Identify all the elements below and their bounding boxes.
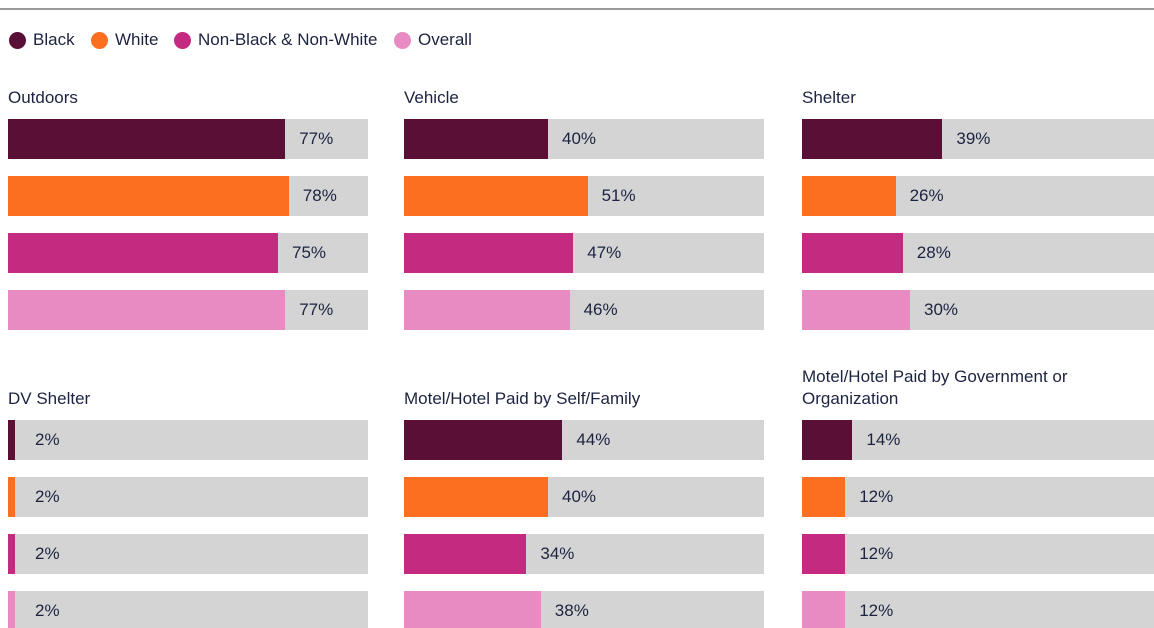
legend-swatch bbox=[9, 32, 26, 49]
panel-title: Motel/Hotel Paid by Self/Family bbox=[404, 389, 641, 408]
value-label: 77% bbox=[299, 129, 334, 148]
bar bbox=[802, 477, 846, 517]
legend-swatch bbox=[91, 32, 108, 49]
bar bbox=[404, 534, 527, 574]
panel-title: Shelter bbox=[802, 88, 856, 107]
bar bbox=[8, 119, 286, 159]
bar-track bbox=[802, 591, 1154, 628]
bar-track bbox=[8, 534, 368, 574]
legend-swatch bbox=[174, 32, 191, 49]
bar bbox=[404, 290, 570, 330]
bar bbox=[802, 233, 903, 273]
value-label: 12% bbox=[859, 601, 894, 620]
bar bbox=[404, 233, 574, 273]
bar bbox=[8, 176, 289, 216]
value-label: 38% bbox=[554, 601, 589, 620]
panel-title: Outdoors bbox=[8, 88, 78, 107]
value-label: 75% bbox=[292, 243, 327, 262]
bar bbox=[802, 591, 846, 628]
value-label: 2% bbox=[35, 430, 60, 449]
bar bbox=[8, 477, 16, 517]
bar-track bbox=[802, 477, 1154, 517]
value-label: 44% bbox=[576, 430, 611, 449]
value-label: 51% bbox=[601, 186, 636, 205]
legend-swatch bbox=[394, 32, 411, 49]
value-label: 77% bbox=[299, 300, 334, 319]
bar bbox=[802, 290, 910, 330]
value-label: 34% bbox=[540, 544, 575, 563]
legend-label: Overall bbox=[418, 30, 472, 49]
bar bbox=[8, 290, 286, 330]
value-label: 12% bbox=[859, 487, 894, 506]
panel-title: DV Shelter bbox=[8, 389, 91, 408]
panel-title: Motel/Hotel Paid by Government or Organi… bbox=[802, 367, 1068, 408]
bar-track bbox=[802, 420, 1154, 460]
legend-label: Black bbox=[33, 30, 75, 49]
value-label: 40% bbox=[562, 487, 597, 506]
value-label: 2% bbox=[35, 487, 60, 506]
bar bbox=[404, 591, 541, 628]
bar bbox=[8, 233, 278, 273]
value-label: 46% bbox=[583, 300, 618, 319]
value-label: 12% bbox=[859, 544, 894, 563]
value-label: 2% bbox=[35, 601, 60, 620]
value-label: 40% bbox=[562, 129, 597, 148]
value-label: 78% bbox=[302, 186, 337, 205]
top-rule bbox=[0, 8, 1154, 10]
bar bbox=[404, 420, 563, 460]
bar bbox=[8, 420, 16, 460]
panel-title: Vehicle bbox=[404, 88, 459, 107]
bar bbox=[802, 119, 943, 159]
bar bbox=[404, 176, 588, 216]
legend-label: White bbox=[115, 30, 159, 49]
bar-track bbox=[8, 591, 368, 628]
bar bbox=[8, 534, 16, 574]
value-label: 2% bbox=[35, 544, 60, 563]
value-label: 26% bbox=[909, 186, 944, 205]
bar bbox=[404, 477, 548, 517]
legend-label: Non-Black & Non-White bbox=[198, 30, 378, 49]
bar bbox=[802, 534, 846, 574]
bar bbox=[802, 420, 853, 460]
value-label: 47% bbox=[587, 243, 622, 262]
bar-track bbox=[8, 420, 368, 460]
bar bbox=[8, 591, 16, 628]
bar-track bbox=[8, 477, 368, 517]
bar bbox=[404, 119, 548, 159]
value-label: 28% bbox=[916, 243, 951, 262]
bar-track bbox=[802, 534, 1154, 574]
value-label: 39% bbox=[956, 129, 991, 148]
bar bbox=[802, 176, 896, 216]
value-label: 30% bbox=[924, 300, 959, 319]
value-label: 14% bbox=[866, 430, 901, 449]
